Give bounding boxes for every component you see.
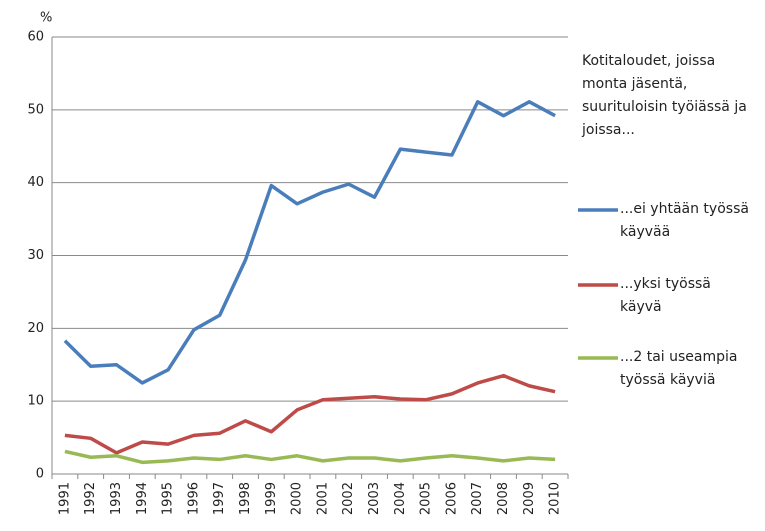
x-tick-label: 1998 — [238, 482, 253, 515]
x-tick-label: 1997 — [212, 482, 227, 515]
x-tick-label: 1996 — [186, 482, 201, 515]
series-line — [64, 373, 556, 455]
x-tick-label: 2001 — [315, 482, 330, 515]
x-tick-label: 2007 — [470, 482, 485, 515]
x-tick-label: 1992 — [83, 482, 98, 515]
y-tick-label: 20 — [27, 321, 44, 336]
x-tick-label: 1991 — [57, 482, 72, 515]
y-tick-label: 0 — [36, 467, 44, 482]
x-tick-label: 1999 — [264, 482, 279, 515]
series-line — [64, 449, 556, 465]
y-tick-label: 30 — [27, 248, 44, 263]
x-tick-label: 1994 — [135, 482, 150, 515]
x-tick-label: 2005 — [419, 482, 434, 515]
legend-title: Kotitaloudet, joissa monta jäsentä, suur… — [582, 53, 747, 138]
x-tick-label: 2004 — [393, 482, 408, 515]
x-tick-label: 1993 — [109, 482, 124, 515]
x-tick-label: 2009 — [522, 482, 537, 515]
legend-label: ...ei yhtään työssä käyvää — [620, 201, 749, 240]
legend-label: ...2 tai useampia työssä käyviä — [620, 349, 738, 388]
x-tick-label: 2010 — [548, 482, 563, 515]
x-tick-label: 1995 — [161, 482, 176, 515]
x-tick-label: 2000 — [290, 482, 305, 515]
y-axis-label: % — [40, 11, 52, 26]
x-tick-label: 2008 — [496, 482, 511, 515]
legend-label: ...yksi työssä käyvä — [620, 276, 711, 315]
y-tick-label: 40 — [27, 175, 44, 190]
x-tick-label: 2003 — [367, 482, 382, 515]
series-line — [63, 100, 556, 385]
y-tick-label: 10 — [27, 394, 44, 409]
x-tick-label: 2002 — [341, 482, 356, 515]
y-tick-label: 50 — [27, 102, 44, 117]
x-tick-label: 2006 — [444, 482, 459, 515]
y-tick-label: 60 — [27, 30, 44, 45]
